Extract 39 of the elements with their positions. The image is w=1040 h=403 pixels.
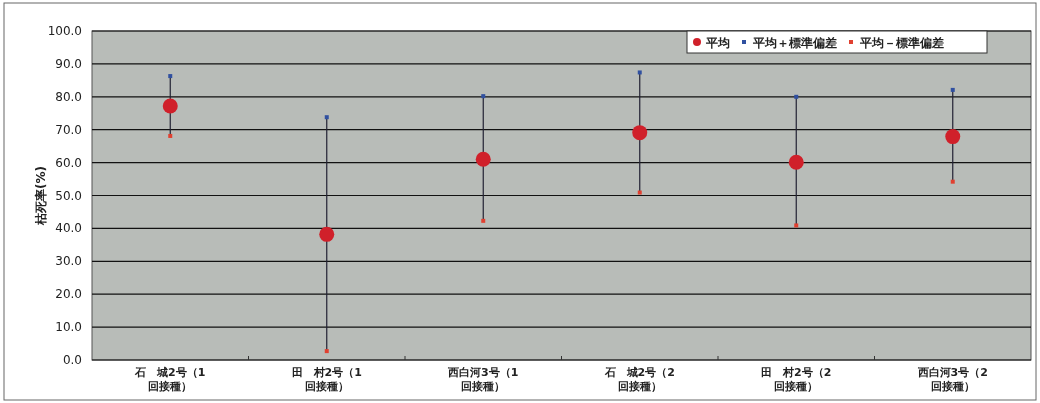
y-tick-label: 10.0 — [55, 320, 82, 335]
point — [475, 151, 491, 167]
y-tick-label: 40.0 — [55, 221, 82, 236]
legend-label: 平均－標準偏差 — [859, 35, 944, 50]
x-tick-label: 石 城2号（1回接種） — [134, 366, 206, 393]
y-tick-label: 50.0 — [55, 188, 82, 203]
x-tick-label: 石 城2号（2回接種） — [603, 366, 675, 393]
point — [637, 190, 642, 195]
y-tick-label: 0.0 — [62, 353, 82, 367]
y-tick-label: 20.0 — [55, 287, 82, 302]
y-axis-title: 枯死率(%) — [34, 166, 48, 226]
y-tick-label: 90.0 — [55, 56, 82, 71]
point — [324, 115, 329, 120]
legend-label: 平均＋標準偏差 — [752, 35, 837, 50]
point — [945, 129, 961, 145]
y-tick-label: 100.0 — [47, 24, 82, 38]
x-tick-label: 西白河3号（2回接種） — [916, 366, 988, 393]
point — [324, 349, 329, 354]
y-tick-label: 70.0 — [55, 122, 82, 137]
point — [950, 179, 955, 184]
y-tick-label: 80.0 — [55, 89, 82, 104]
y-tick-label: 30.0 — [55, 254, 82, 269]
x-tick-label: 田 村2号（1回接種） — [291, 366, 362, 393]
x-tick-label: 田 村2号（2回接種） — [761, 366, 832, 393]
point — [319, 226, 335, 242]
x-tick-label: 西白河3号（1回接種） — [447, 366, 519, 393]
legend-label: 平均 — [705, 35, 730, 50]
point — [632, 125, 648, 141]
y-tick-label: 60.0 — [55, 155, 82, 170]
point — [168, 133, 173, 138]
point — [162, 98, 178, 114]
point — [794, 223, 799, 228]
point — [788, 154, 804, 170]
point — [481, 218, 486, 223]
point — [637, 70, 642, 75]
point — [950, 87, 955, 92]
point — [794, 94, 799, 99]
point — [168, 74, 173, 79]
point — [481, 94, 486, 99]
